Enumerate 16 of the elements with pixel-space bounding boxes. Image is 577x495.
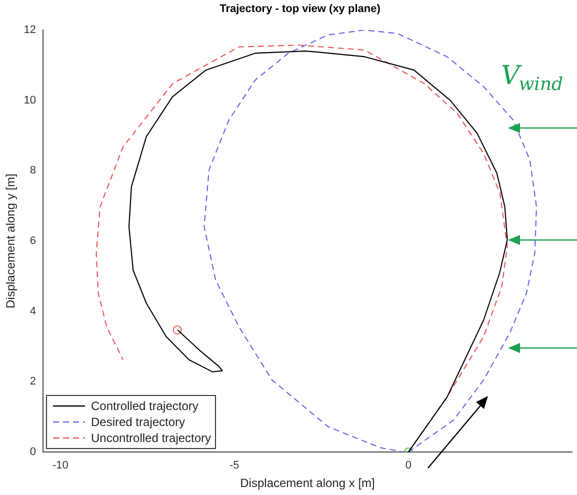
y-tick-label: 8 bbox=[30, 164, 36, 177]
x-tick-label: -5 bbox=[230, 460, 240, 472]
y-tick-label: 6 bbox=[30, 235, 36, 248]
legend-label: Controlled trajectory bbox=[91, 399, 198, 413]
y-tick-label: 4 bbox=[30, 305, 36, 318]
y-axis-title: Displacement along y [m] bbox=[4, 174, 18, 308]
legend-label: Uncontrolled trajectory bbox=[91, 431, 212, 445]
y-tick-label: 0 bbox=[30, 446, 36, 458]
y-tick-label: 12 bbox=[24, 24, 36, 36]
x-tick-label: -10 bbox=[52, 460, 68, 472]
y-tick-label: 2 bbox=[30, 376, 36, 388]
x-axis-title: Displacement along x [m] bbox=[240, 476, 375, 490]
x-tick-label: 0 bbox=[405, 460, 412, 472]
legend-label: Desired trajectory bbox=[91, 415, 186, 429]
y-tick-label: 10 bbox=[24, 94, 36, 106]
chart-title: Trajectory - top view (xy plane) bbox=[220, 3, 381, 15]
